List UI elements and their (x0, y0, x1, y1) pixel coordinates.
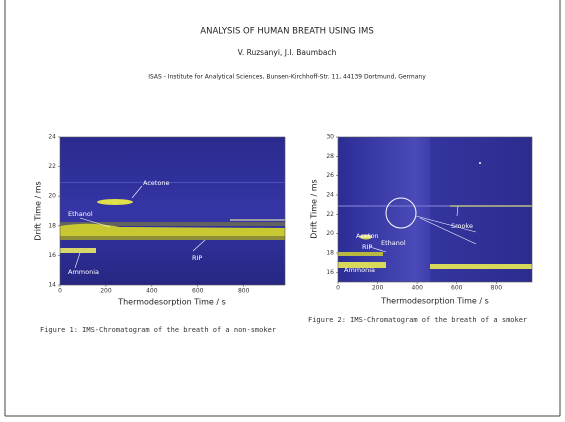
y-tick-label: 16 (48, 252, 56, 259)
annotation: Ammonia (344, 266, 375, 274)
x-axis-label: Thermodesorption Time / s (117, 298, 226, 307)
y-axis-label: Drift Time / ms (310, 179, 319, 238)
authors: V. Ruzsanyi, J.I. Baumbach (238, 48, 337, 57)
annotation: RIP (362, 243, 372, 251)
caption: Figure 2: IMS-Chromatogram of the breath… (308, 316, 527, 324)
y-tick-label: 26 (326, 172, 334, 179)
heatmap (338, 137, 532, 282)
annotation: Aceton (356, 232, 379, 240)
title: ANALYSIS OF HUMAN BREATH USING IMS (200, 27, 373, 37)
y-tick-label: 16 (326, 269, 334, 276)
y-tick-label: 28 (326, 153, 334, 160)
annotation: Acetone (143, 179, 170, 187)
affiliation: ISAS - Institute for Analytical Sciences… (148, 74, 426, 81)
annotation: Ethanol (68, 210, 93, 218)
y-tick-label: 22 (48, 163, 56, 170)
page: ANALYSIS OF HUMAN BREATH USING IMS V. Ru… (0, 0, 565, 422)
x-tick-label: 0 (336, 285, 340, 292)
annotation: RIP (192, 254, 202, 262)
x-tick-label: 600 (192, 288, 204, 295)
y-tick-label: 22 (326, 211, 334, 218)
y-tick-label: 18 (326, 250, 334, 257)
annotation: Ammonia (68, 268, 99, 276)
heatmap (60, 137, 285, 285)
caption: Figure 1: IMS-Chromatogram of the breath… (40, 326, 276, 334)
y-tick-label: 14 (48, 282, 56, 289)
x-tick-label: 200 (372, 285, 384, 292)
y-tick-label: 18 (48, 222, 56, 229)
x-axis-label: Thermodesorption Time / s (380, 297, 489, 306)
x-tick-label: 400 (411, 285, 423, 292)
annotation: Ethanol (381, 239, 406, 247)
x-tick-label: 600 (451, 285, 463, 292)
x-tick-label: 200 (100, 288, 112, 295)
annotation: Smoke (451, 222, 473, 230)
y-tick-label: 20 (326, 230, 334, 237)
x-tick-label: 800 (238, 288, 250, 295)
y-tick-label: 30 (326, 134, 334, 141)
y-tick-label: 24 (48, 134, 56, 141)
x-tick-label: 400 (146, 288, 158, 295)
x-tick-label: 800 (491, 285, 503, 292)
x-tick-label: 0 (58, 288, 62, 295)
y-axis-label: Drift Time / ms (34, 181, 43, 240)
y-tick-label: 20 (48, 193, 56, 200)
y-tick-label: 24 (326, 192, 334, 199)
